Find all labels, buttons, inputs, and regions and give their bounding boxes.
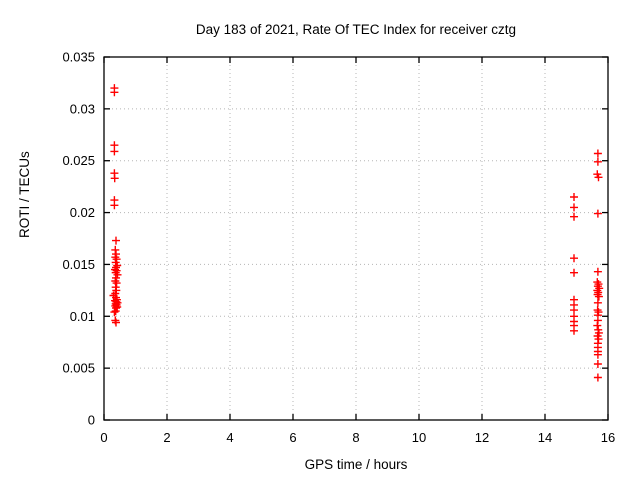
x-tick-label: 4 <box>226 430 233 445</box>
x-tick-label: 8 <box>352 430 359 445</box>
chart-title: Day 183 of 2021, Rate Of TEC Index for r… <box>195 22 517 37</box>
x-tick-label: 14 <box>538 430 552 445</box>
y-tick-label: 0.015 <box>62 257 95 272</box>
x-axis-label: GPS time / hours <box>304 457 408 472</box>
x-tick-label: 2 <box>163 430 170 445</box>
y-tick-label: 0 <box>88 413 95 428</box>
x-tick-label: 0 <box>100 430 107 445</box>
y-tick-label: 0.035 <box>62 50 95 65</box>
x-tick-label: 12 <box>475 430 489 445</box>
y-tick-label: 0.005 <box>62 361 95 376</box>
x-tick-label: 10 <box>412 430 426 445</box>
y-tick-label: 0.03 <box>70 101 95 116</box>
y-tick-label: 0.025 <box>62 153 95 168</box>
x-tick-label: 6 <box>289 430 296 445</box>
x-tick-label: 16 <box>601 430 615 445</box>
y-tick-label: 0.01 <box>70 309 95 324</box>
y-tick-label: 0.02 <box>70 205 95 220</box>
data-points-plus-markers <box>109 84 604 382</box>
